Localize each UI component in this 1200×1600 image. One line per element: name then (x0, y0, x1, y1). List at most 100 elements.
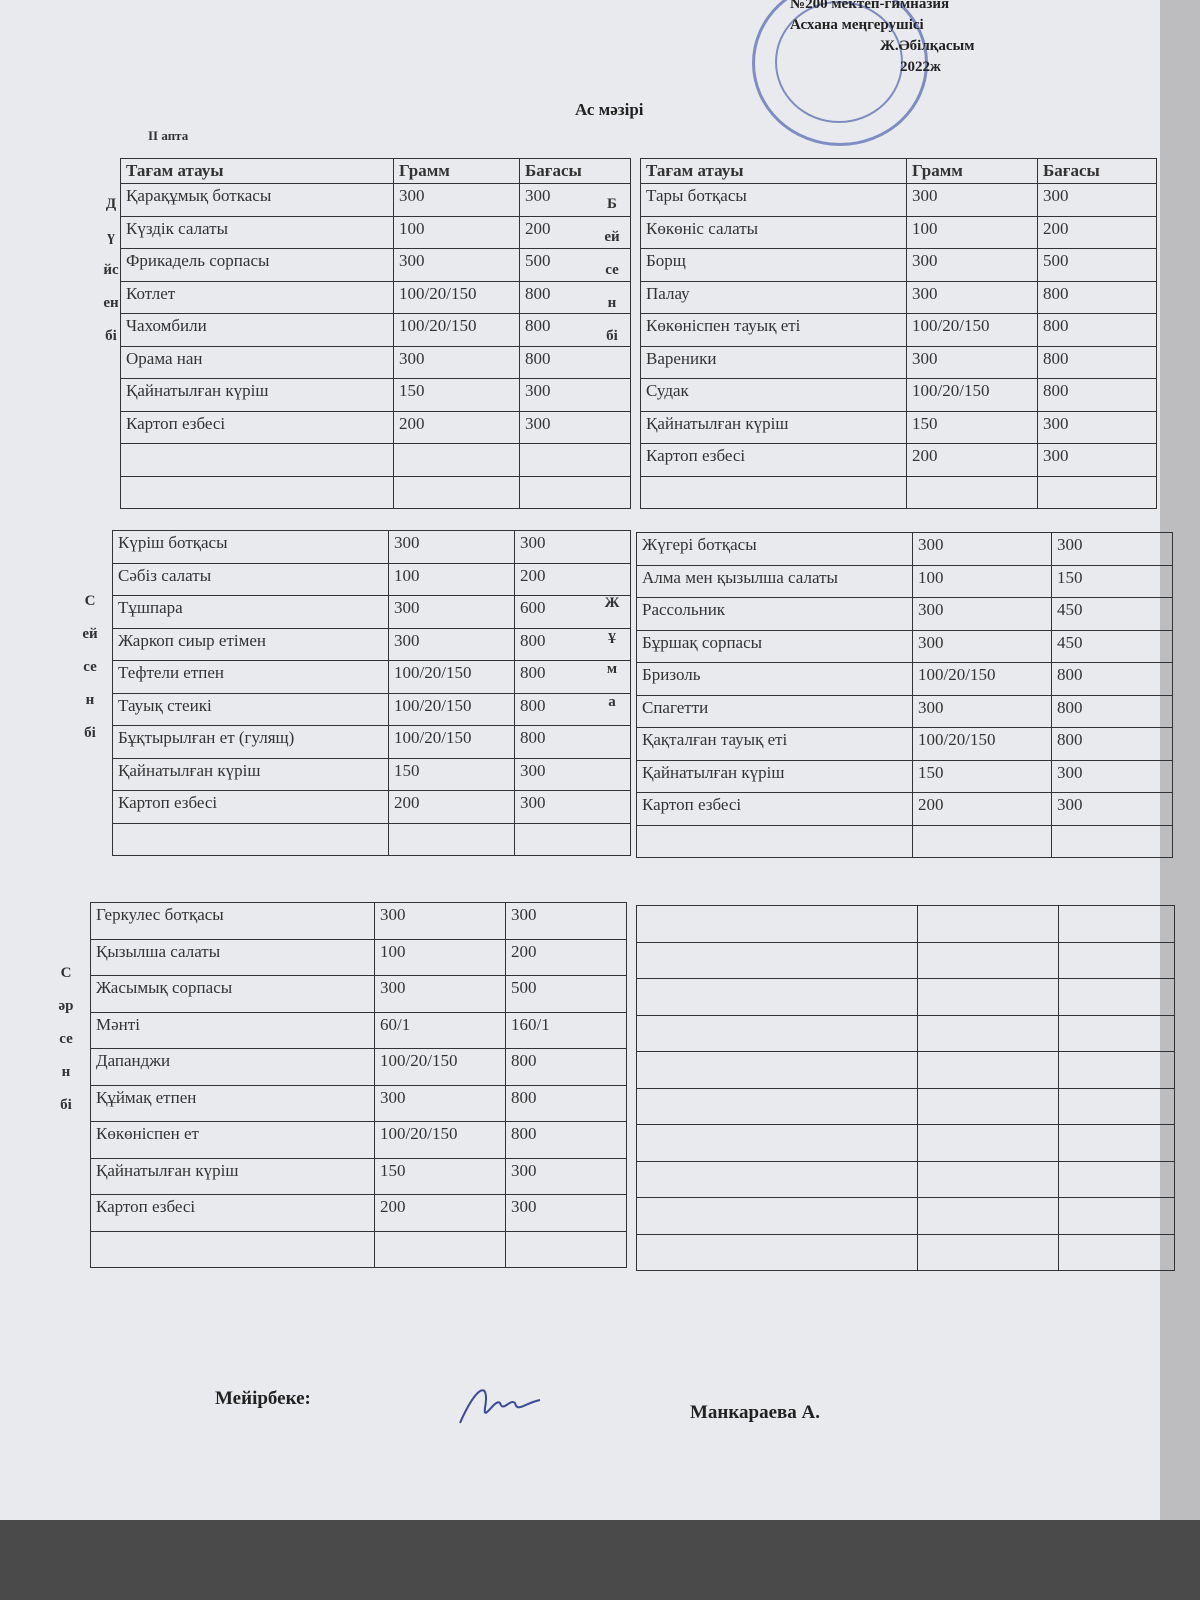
table-row (640, 475, 1157, 509)
dish-name: Вареники (640, 345, 907, 379)
dish-name: Геркулес ботқасы (90, 902, 375, 940)
dish-name: Тауық стеикі (112, 692, 389, 726)
table-row: Қайнатылған күріш 150 300 (90, 1157, 627, 1195)
grams: 100/20/150 (393, 313, 520, 347)
grams (374, 1230, 506, 1268)
dish-name: Чахомбили (120, 313, 394, 347)
dish-name (636, 1197, 918, 1235)
dish-name (636, 1233, 918, 1271)
dish-name (636, 941, 918, 979)
grams (917, 978, 1059, 1016)
grams: 300 (912, 597, 1052, 631)
price: 450 (1051, 597, 1173, 631)
table-row: Жасымық сорпасы 300 500 (90, 975, 627, 1013)
grams: 100/20/150 (393, 280, 520, 314)
menu-table: Тағам атауы Грамм Бағасы Қарақұмық боткасы 3… (120, 158, 631, 509)
dish-name: Картоп езбесі (120, 410, 394, 444)
price: 800 (1051, 662, 1173, 696)
dish-name (112, 822, 389, 856)
grams: 300 (393, 345, 520, 379)
grams: 100 (388, 562, 515, 596)
dish-name: Сәбіз салаты (112, 562, 389, 596)
dish-name: Күріш ботқасы (112, 530, 389, 564)
price (1058, 1124, 1175, 1162)
grams: 200 (906, 443, 1038, 477)
price: 200 (519, 215, 631, 249)
price (1037, 475, 1157, 509)
day-label: Сейсенбі (82, 593, 98, 741)
dish-name (636, 1087, 918, 1125)
price: 200 (1037, 215, 1157, 249)
price: 300 (1037, 410, 1157, 444)
dish-name: Алма мен қызылша салаты (636, 564, 913, 598)
table-row: Геркулес ботқасы 300 300 (90, 902, 627, 940)
dish-name: Картоп езбесі (640, 443, 907, 477)
price: 300 (514, 790, 631, 824)
grams (917, 1087, 1059, 1125)
dish-name: Тары ботқасы (640, 183, 907, 217)
table-row: Қайнатылған күріш 150 300 (636, 759, 1173, 793)
table-row: Орама нан 300 800 (120, 345, 631, 379)
grams (917, 941, 1059, 979)
price (1058, 1233, 1175, 1271)
table-row (120, 443, 631, 477)
grams: 300 (374, 902, 506, 940)
price: 200 (514, 562, 631, 596)
price: 800 (514, 725, 631, 759)
price: 300 (1051, 532, 1173, 566)
dish-name: Жүгері ботқасы (636, 532, 913, 566)
grams: 150 (393, 378, 520, 412)
dish-name: Көкөніспен тауық еті (640, 313, 907, 347)
dish-name: Судак (640, 378, 907, 412)
table-row (636, 1160, 1175, 1198)
grams (917, 1233, 1059, 1271)
table-row: Сәбіз салаты 100 200 (112, 562, 631, 596)
grams: 300 (374, 975, 506, 1013)
price: 800 (505, 1084, 627, 1122)
grams (917, 1160, 1059, 1198)
grams: 100 (906, 215, 1038, 249)
nurse-name: Манкараева А. (690, 1402, 821, 1423)
price (1058, 1014, 1175, 1052)
table-header-row: Тағам атауы Грамм Бағасы (640, 158, 1157, 184)
week-label: II апта (148, 128, 189, 143)
table-row (636, 824, 1173, 858)
dish-name: Рассольник (636, 597, 913, 631)
dish-name: Құймақ етпен (90, 1084, 375, 1122)
table-row: Котлет 100/20/150 800 (120, 280, 631, 314)
table-row: Тефтели етпен 100/20/150 800 (112, 660, 631, 694)
grams: 300 (393, 248, 520, 282)
dish-name (636, 1124, 918, 1162)
dish-name: Жаркоп сиыр етімен (112, 627, 389, 661)
price: 800 (1051, 727, 1173, 761)
dish-name: Мәнті (90, 1011, 375, 1049)
table-row (112, 822, 631, 856)
price: 300 (1037, 443, 1157, 477)
background-floor (0, 1520, 1200, 1600)
table-row: Чахомбили 100/20/150 800 (120, 313, 631, 347)
table-header-row: Тағам атауы Грамм Бағасы (120, 158, 631, 184)
grams: 100/20/150 (374, 1048, 506, 1086)
price: 300 (1037, 183, 1157, 217)
grams: 300 (393, 183, 520, 217)
approval-line: Асхана меңгерушісі (790, 17, 924, 33)
table-row: Бұршақ сорпасы 300 450 (636, 629, 1173, 663)
table-row: Қайнатылған күріш 150 300 (120, 378, 631, 412)
grams (917, 905, 1059, 943)
approval-block: №200 мектеп-гимназия Асхана меңгерушісі … (790, 0, 974, 78)
grams: 100/20/150 (912, 727, 1052, 761)
price (1058, 1197, 1175, 1235)
dish-name: Көкөніс салаты (640, 215, 907, 249)
table-row (120, 475, 631, 509)
price (519, 475, 631, 509)
price (1058, 978, 1175, 1016)
price: 800 (1037, 345, 1157, 379)
table-row (636, 978, 1175, 1016)
grams: 200 (388, 790, 515, 824)
dish-name: Палау (640, 280, 907, 314)
table-row: Қайнатылған күріш 150 300 (640, 410, 1157, 444)
page-title: Ас мәзірі (575, 100, 644, 119)
grams: 100/20/150 (912, 662, 1052, 696)
table-row: Тұшпара 300 600 (112, 595, 631, 629)
dish-name (120, 443, 394, 477)
